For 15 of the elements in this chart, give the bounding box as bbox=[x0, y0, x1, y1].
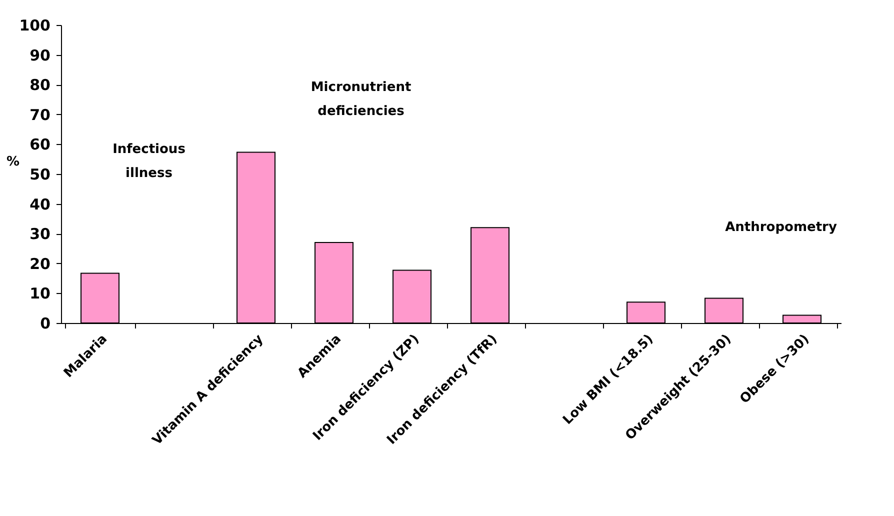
y-tick-label: 40 bbox=[30, 195, 50, 214]
y-tick-label: 80 bbox=[30, 76, 50, 94]
y-axis-title: % bbox=[6, 154, 20, 170]
y-tick-label: 0 bbox=[40, 314, 50, 332]
y-tick-label: 70 bbox=[30, 106, 50, 124]
y-tick-label: 60 bbox=[30, 136, 50, 154]
annotation: Anthropometry bbox=[725, 220, 838, 235]
y-tick-label: 10 bbox=[30, 284, 50, 303]
y-tick-label: 100 bbox=[19, 16, 50, 34]
y-tick-label: 30 bbox=[30, 225, 50, 244]
y-tick-label: 20 bbox=[30, 254, 50, 273]
y-tick-label: 90 bbox=[30, 46, 50, 64]
annotation: Micronutrient deficiencies bbox=[310, 80, 412, 119]
annotation: Infectious illness bbox=[112, 142, 186, 181]
y-tick-label: 50 bbox=[30, 166, 50, 184]
